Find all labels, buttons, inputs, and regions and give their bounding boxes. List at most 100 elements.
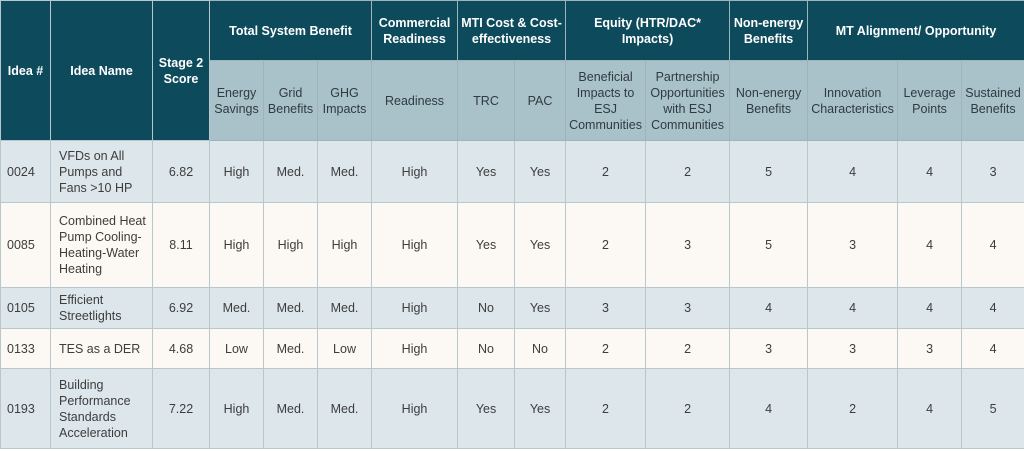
idea-number: 0024 — [0, 140, 51, 203]
table-row: 0085 Combined Heat Pump Cooling-Heating-… — [0, 202, 1024, 288]
innovation: 2 — [807, 368, 899, 449]
partnership: 3 — [645, 287, 731, 329]
subheader-ghg-impacts: GHG Impacts — [316, 60, 373, 141]
stage2-score: 6.92 — [152, 287, 210, 329]
idea-name: Efficient Streetlights — [50, 287, 153, 329]
idea-name: Building Performance Standards Accelerat… — [50, 368, 153, 449]
innovation: 4 — [807, 140, 899, 203]
idea-number: 0105 — [0, 287, 51, 329]
ghg-impacts: Low — [316, 328, 373, 369]
stage2-score: 7.22 — [152, 368, 210, 449]
ghg-impacts: Med. — [316, 287, 373, 329]
sustained: 4 — [961, 202, 1024, 288]
pac: Yes — [514, 202, 567, 288]
subheader-pac: PAC — [514, 60, 567, 141]
leverage: 4 — [897, 202, 963, 288]
subheader-non-energy-benefits: Non-energy Benefits — [729, 60, 809, 141]
trc: Yes — [457, 202, 516, 288]
idea-name: VFDs on All Pumps and Fans >10 HP — [50, 140, 153, 203]
beneficial-impacts: 2 — [565, 368, 647, 449]
subheader-sustained: Sustained Benefits — [961, 60, 1024, 141]
ghg-impacts: High — [316, 202, 373, 288]
partnership: 2 — [645, 328, 731, 369]
pac: Yes — [514, 287, 567, 329]
leverage: 3 — [897, 328, 963, 369]
ghg-impacts: Med. — [316, 140, 373, 203]
energy-savings: Med. — [209, 287, 264, 329]
sustained: 5 — [961, 368, 1024, 449]
table-row: 0105 Efficient Streetlights 6.92 Med. Me… — [0, 287, 1024, 329]
grid-benefits: High — [263, 202, 318, 288]
readiness: High — [371, 328, 459, 369]
leverage: 4 — [897, 140, 963, 203]
energy-savings: Low — [209, 328, 264, 369]
header-mt-alignment: MT Alignment/ Opportunity — [807, 0, 1024, 61]
pac: Yes — [514, 368, 567, 449]
subheader-trc: TRC — [457, 60, 516, 141]
ghg-impacts: Med. — [316, 368, 373, 449]
sustained: 4 — [961, 328, 1024, 369]
readiness: High — [371, 140, 459, 203]
subheader-readiness: Readiness — [371, 60, 459, 141]
beneficial-impacts: 3 — [565, 287, 647, 329]
sustained: 4 — [961, 287, 1024, 329]
header-non-energy-benefits: Non-energy Benefits — [729, 0, 809, 61]
subheader-partnership: Partnership Opportunities with ESJ Commu… — [645, 60, 731, 141]
grid-benefits: Med. — [263, 368, 318, 449]
trc: No — [457, 328, 516, 369]
non-energy-benefits: 3 — [729, 328, 809, 369]
header-stage2-score: Stage 2 Score — [152, 0, 210, 141]
header-mti-cost: MTI Cost & Cost-effectiveness — [457, 0, 567, 61]
trc: Yes — [457, 140, 516, 203]
subheader-beneficial-impacts: Beneficial Impacts to ESJ Communities — [565, 60, 647, 141]
sustained: 3 — [961, 140, 1024, 203]
header-commercial-readiness: Commercial Readiness — [371, 0, 459, 61]
pac: No — [514, 328, 567, 369]
stage2-score: 4.68 — [152, 328, 210, 369]
trc: Yes — [457, 368, 516, 449]
readiness: High — [371, 368, 459, 449]
beneficial-impacts: 2 — [565, 328, 647, 369]
trc: No — [457, 287, 516, 329]
beneficial-impacts: 2 — [565, 140, 647, 203]
leverage: 4 — [897, 368, 963, 449]
energy-savings: High — [209, 140, 264, 203]
stage2-score: 6.82 — [152, 140, 210, 203]
readiness: High — [371, 287, 459, 329]
partnership: 3 — [645, 202, 731, 288]
energy-savings: High — [209, 368, 264, 449]
grid-benefits: Med. — [263, 287, 318, 329]
stage2-score: 8.11 — [152, 202, 210, 288]
idea-name: TES as a DER — [50, 328, 153, 369]
non-energy-benefits: 5 — [729, 140, 809, 203]
header-total-system-benefit: Total System Benefit — [208, 0, 373, 61]
non-energy-benefits: 4 — [729, 287, 809, 329]
subheader-leverage: Leverage Points — [897, 60, 963, 141]
partnership: 2 — [645, 140, 731, 203]
readiness: High — [371, 202, 459, 288]
leverage: 4 — [897, 287, 963, 329]
innovation: 3 — [807, 328, 899, 369]
table-row: 0024 VFDs on All Pumps and Fans >10 HP 6… — [0, 140, 1024, 203]
subheader-innovation: Innovation Characteristics — [807, 60, 899, 141]
non-energy-benefits: 4 — [729, 368, 809, 449]
header-equity: Equity (HTR/DAC* Impacts) — [565, 0, 731, 61]
table-row: 0193 Building Performance Standards Acce… — [0, 368, 1024, 449]
partnership: 2 — [645, 368, 731, 449]
innovation: 4 — [807, 287, 899, 329]
pac: Yes — [514, 140, 567, 203]
idea-number: 0085 — [0, 202, 51, 288]
innovation: 3 — [807, 202, 899, 288]
subheader-grid-benefits: Grid Benefits — [263, 60, 318, 141]
idea-number: 0133 — [0, 328, 51, 369]
table-row: 0133 TES as a DER 4.68 Low Med. Low High… — [0, 328, 1024, 369]
beneficial-impacts: 2 — [565, 202, 647, 288]
idea-number: 0193 — [0, 368, 51, 449]
header-idea-number: Idea # — [0, 0, 51, 141]
non-energy-benefits: 5 — [729, 202, 809, 288]
energy-savings: High — [209, 202, 264, 288]
header-idea-name: Idea Name — [50, 0, 153, 141]
subheader-energy-savings: Energy Savings — [209, 60, 264, 141]
grid-benefits: Med. — [263, 140, 318, 203]
